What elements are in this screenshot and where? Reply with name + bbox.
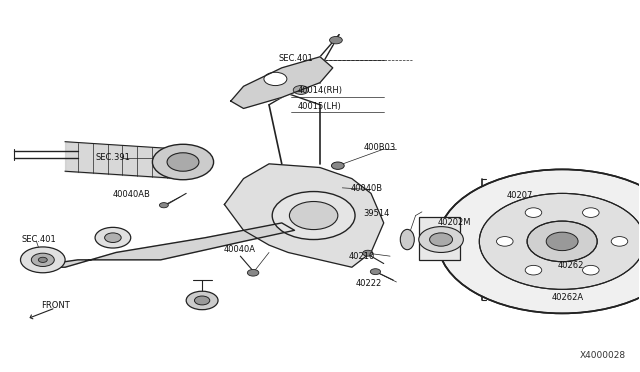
Text: 39514: 39514 — [364, 209, 390, 218]
Circle shape — [330, 36, 342, 44]
Circle shape — [525, 265, 541, 275]
Circle shape — [479, 193, 640, 289]
Circle shape — [167, 153, 199, 171]
Circle shape — [152, 144, 214, 180]
Polygon shape — [27, 223, 294, 267]
Circle shape — [104, 233, 121, 243]
Circle shape — [371, 269, 381, 275]
Text: 40207: 40207 — [507, 191, 533, 200]
Text: 40210: 40210 — [349, 252, 375, 262]
Text: X4000028: X4000028 — [580, 350, 626, 359]
Text: 40222: 40222 — [356, 279, 382, 288]
Circle shape — [525, 208, 541, 217]
Text: 40262: 40262 — [557, 261, 584, 270]
Circle shape — [293, 86, 308, 94]
Circle shape — [546, 232, 578, 251]
Text: 40040B: 40040B — [351, 184, 383, 193]
Text: 40040A: 40040A — [223, 245, 255, 254]
Circle shape — [419, 227, 463, 253]
FancyBboxPatch shape — [419, 217, 460, 260]
Circle shape — [497, 237, 513, 246]
Text: 40040AB: 40040AB — [113, 190, 151, 199]
Circle shape — [31, 253, 54, 266]
Circle shape — [95, 227, 131, 248]
Circle shape — [20, 247, 65, 273]
Circle shape — [195, 296, 210, 305]
Ellipse shape — [400, 230, 414, 250]
Circle shape — [527, 221, 597, 262]
Circle shape — [264, 72, 287, 86]
Circle shape — [438, 169, 640, 313]
Circle shape — [363, 250, 373, 256]
Circle shape — [582, 208, 599, 217]
Text: FRONT: FRONT — [41, 301, 70, 311]
Circle shape — [582, 265, 599, 275]
Circle shape — [611, 237, 628, 246]
Circle shape — [289, 202, 338, 230]
Text: 40014(RH): 40014(RH) — [298, 86, 342, 94]
Circle shape — [38, 257, 47, 262]
Circle shape — [247, 269, 259, 276]
Text: 40015(LH): 40015(LH) — [298, 102, 342, 111]
Text: SEC.401: SEC.401 — [278, 54, 314, 63]
Circle shape — [429, 233, 452, 246]
Circle shape — [272, 192, 355, 240]
Text: 40202M: 40202M — [438, 218, 472, 227]
Polygon shape — [231, 57, 333, 109]
Circle shape — [186, 291, 218, 310]
Text: SEC.391: SEC.391 — [96, 153, 131, 162]
Polygon shape — [225, 164, 384, 267]
Text: 40262A: 40262A — [551, 294, 584, 302]
Text: SEC.401: SEC.401 — [22, 235, 56, 244]
Text: 400B03: 400B03 — [364, 143, 396, 152]
Circle shape — [332, 162, 344, 169]
Circle shape — [159, 203, 168, 208]
